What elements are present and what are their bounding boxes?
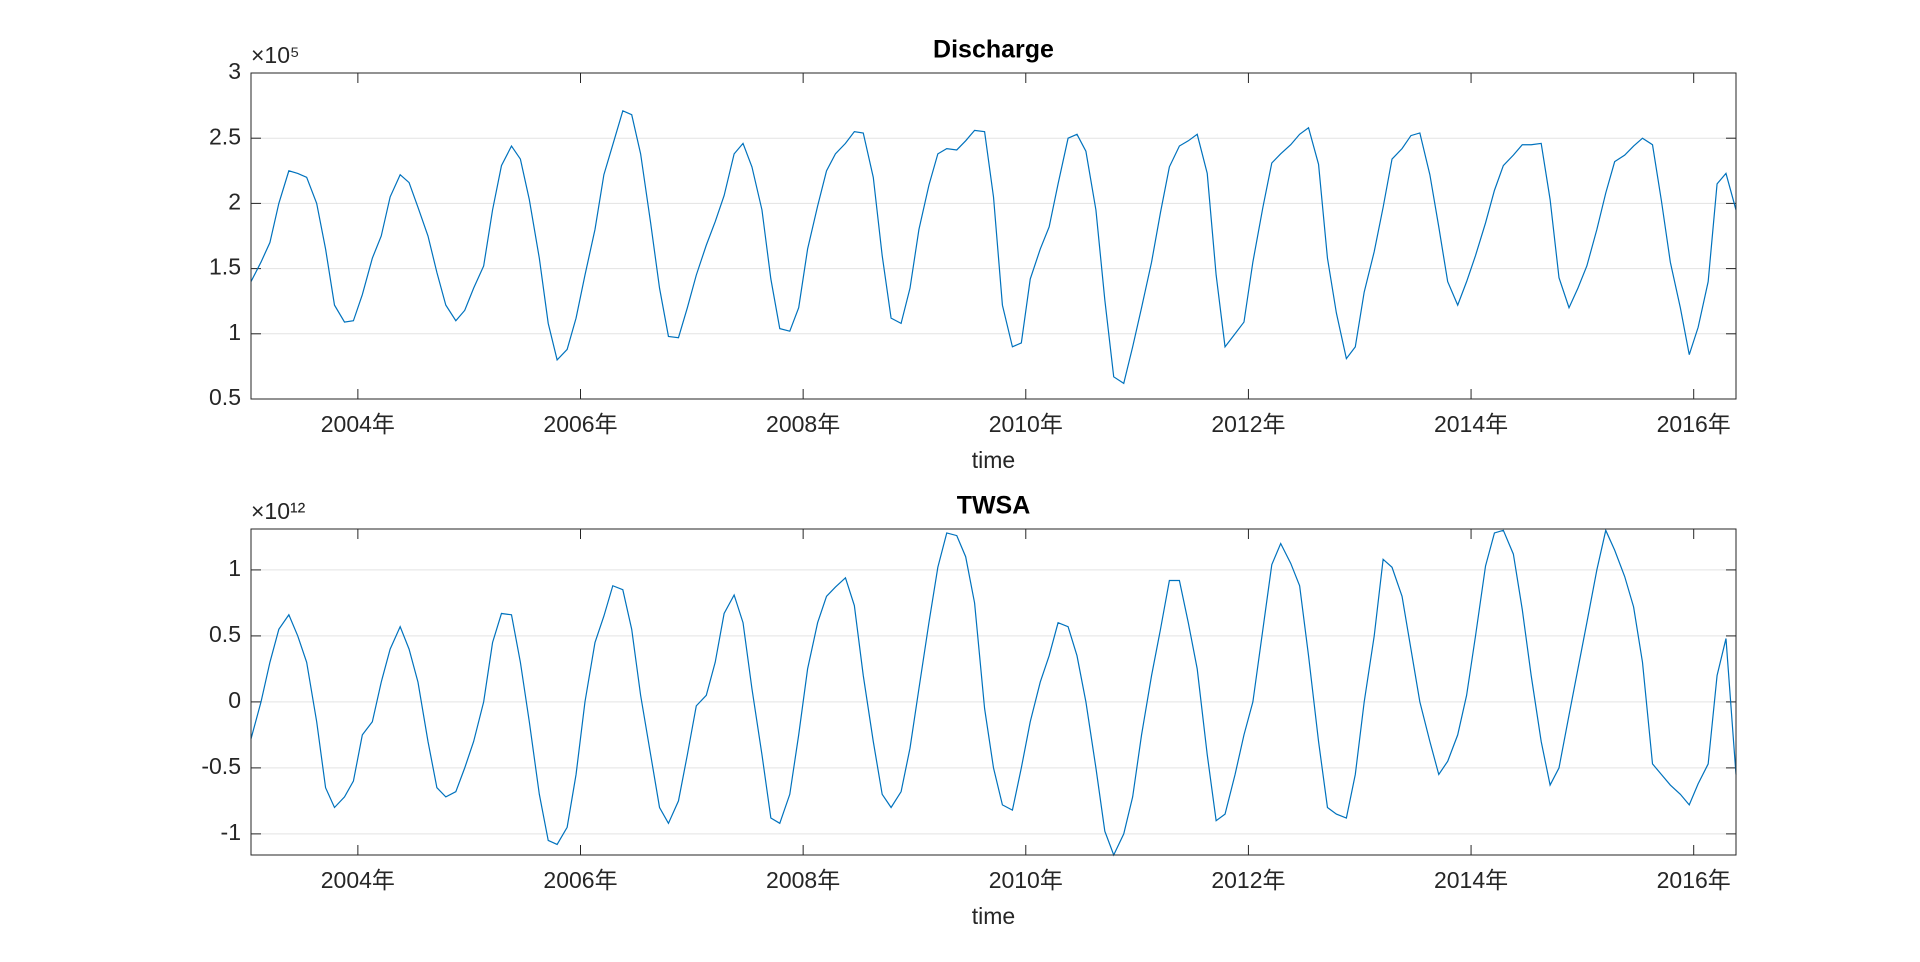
x-tick-label: 2010年 <box>989 867 1063 893</box>
data-line <box>250 109 1737 385</box>
chart-title: TWSA <box>957 492 1031 520</box>
y-tick-label: 3 <box>228 58 241 84</box>
y-tick-label: 0 <box>228 687 241 713</box>
y-tick-label: 0.5 <box>209 621 241 647</box>
plot-area <box>251 529 1736 855</box>
x-tick-label: 2006年 <box>543 411 617 437</box>
y-tick-label: 1 <box>228 555 241 581</box>
y-tick-label: 1.5 <box>209 254 241 280</box>
x-tick-label: 2016年 <box>1657 411 1731 437</box>
axes-box <box>250 72 1737 400</box>
chart-title: Discharge <box>933 36 1054 64</box>
x-tick-label: 2016年 <box>1657 867 1731 893</box>
y-tick-label: -0.5 <box>201 753 241 779</box>
plot-area <box>251 73 1736 399</box>
y-tick-label: 2.5 <box>209 123 241 149</box>
data-line <box>250 528 1737 857</box>
x-tick-label: 2004年 <box>321 867 395 893</box>
x-tick-label: 2006年 <box>543 867 617 893</box>
x-tick-label: 2004年 <box>321 411 395 437</box>
x-tick-label: 2012年 <box>1211 867 1285 893</box>
x-axis-label: time <box>972 903 1015 929</box>
y-tick-label: 0.5 <box>209 384 241 410</box>
x-tick-label: 2008年 <box>766 411 840 437</box>
y-tick-label: 2 <box>228 188 241 214</box>
x-tick-label: 2010年 <box>989 411 1063 437</box>
x-tick-label: 2014年 <box>1434 867 1508 893</box>
y-tick-label: 1 <box>228 319 241 345</box>
axes-box <box>250 528 1737 856</box>
y-tick-label: -1 <box>221 819 241 845</box>
x-axis-label: time <box>972 447 1015 473</box>
x-tick-label: 2012年 <box>1211 411 1285 437</box>
x-tick-label: 2008年 <box>766 867 840 893</box>
y-multiplier: ×10⁵ <box>251 42 300 68</box>
x-tick-label: 2014年 <box>1434 411 1508 437</box>
y-multiplier: ×10¹² <box>251 498 306 524</box>
